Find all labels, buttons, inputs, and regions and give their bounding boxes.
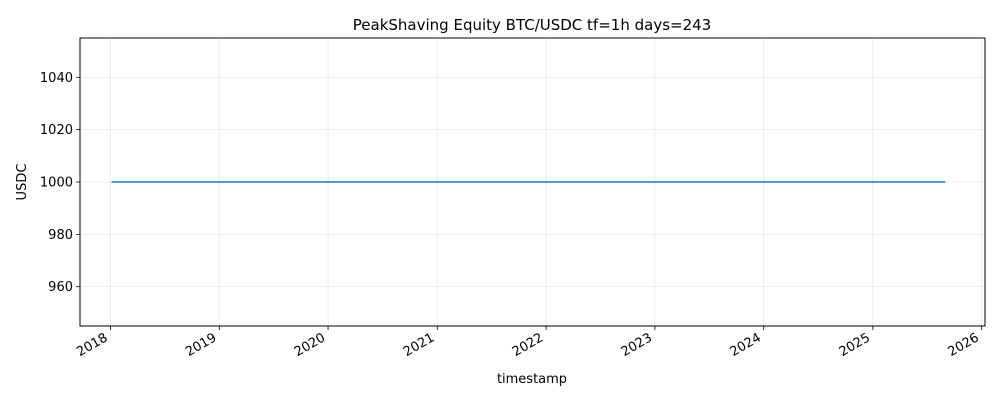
x-axis-label: timestamp (497, 372, 567, 387)
y-tick-label: 960 (48, 280, 73, 295)
y-tick-label: 1040 (40, 71, 73, 86)
y-tick-label: 980 (48, 228, 73, 243)
y-tick-label: 1020 (40, 123, 73, 138)
grid (80, 38, 985, 326)
y-tick-label: 1000 (40, 176, 73, 191)
y-axis-label: USDC (15, 164, 30, 201)
y-axis: 960 980 1000 1020 1040 (40, 71, 80, 295)
chart-title: PeakShaving Equity BTC/USDC tf=1h days=2… (353, 16, 711, 34)
